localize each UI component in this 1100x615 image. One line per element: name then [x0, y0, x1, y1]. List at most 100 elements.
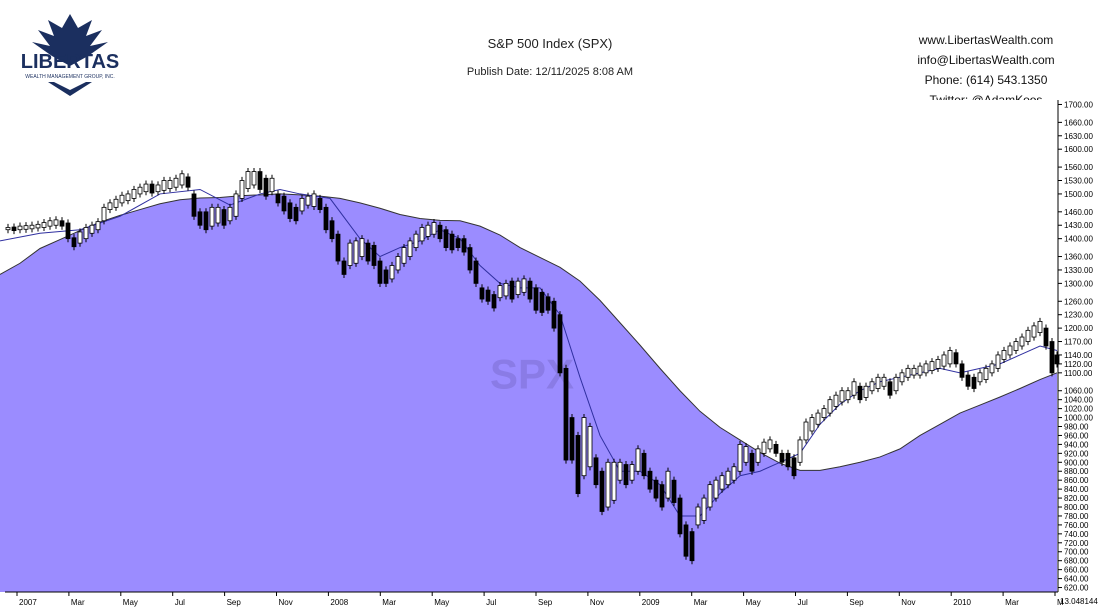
candle — [5, 227, 11, 231]
candle — [419, 227, 425, 242]
candle — [455, 238, 461, 248]
candle — [797, 439, 803, 463]
candle — [263, 177, 269, 197]
x-tick-label: May — [123, 598, 138, 607]
candle — [65, 222, 71, 240]
x-tick-label: 2008 — [330, 598, 348, 607]
x-tick-label: Nov — [590, 598, 604, 607]
candle — [41, 222, 47, 228]
candle — [629, 464, 635, 481]
candle — [881, 376, 887, 387]
y-tick-label: 1560.00 — [1064, 163, 1093, 172]
y-tick-label: 840.00 — [1064, 485, 1089, 494]
candle — [917, 365, 923, 376]
candle — [875, 376, 881, 389]
candle — [1025, 329, 1031, 342]
contact-block: www.LibertasWealth.com info@LibertasWeal… — [906, 30, 1066, 110]
candle — [563, 367, 569, 461]
candle — [695, 506, 701, 526]
candle — [191, 193, 197, 217]
candle — [365, 242, 371, 262]
candle — [971, 376, 977, 389]
candle — [119, 194, 125, 204]
candle — [485, 289, 491, 302]
y-tick-label: 720.00 — [1064, 539, 1089, 548]
x-tick-label: Sep — [849, 598, 864, 607]
candle — [713, 479, 719, 499]
candle — [659, 484, 665, 508]
x-tick-label: Mar — [71, 598, 85, 607]
candle — [395, 256, 401, 271]
candle — [785, 452, 791, 468]
candle — [737, 443, 743, 472]
candle — [683, 524, 689, 557]
candle — [557, 314, 563, 374]
candle — [401, 247, 407, 264]
y-tick-label: 1500.00 — [1064, 190, 1093, 199]
candle — [749, 452, 755, 472]
candle — [719, 475, 725, 490]
candle — [23, 225, 29, 230]
candle — [509, 280, 515, 300]
y-tick-label: 1020.00 — [1064, 405, 1093, 414]
candle — [503, 282, 509, 297]
candle — [275, 193, 281, 204]
candle — [689, 531, 695, 562]
y-tick-label: 1260.00 — [1064, 297, 1093, 306]
candle — [1043, 327, 1049, 347]
candle — [179, 173, 185, 186]
candle — [1031, 325, 1037, 338]
candle — [803, 421, 809, 441]
candle — [839, 390, 845, 403]
candle — [155, 184, 161, 193]
candle — [293, 206, 299, 222]
y-tick-label: 920.00 — [1064, 449, 1089, 458]
candle — [329, 220, 335, 240]
candle — [887, 381, 893, 396]
y-tick-label: 1360.00 — [1064, 253, 1093, 262]
candle — [239, 180, 245, 199]
y-tick-label: 660.00 — [1064, 566, 1089, 575]
candle — [35, 223, 41, 229]
svg-text:LIBERTAS: LIBERTAS — [21, 51, 120, 73]
y-tick-label: 900.00 — [1064, 458, 1089, 467]
candle — [299, 198, 305, 212]
candle — [521, 278, 527, 293]
y-tick-label: 980.00 — [1064, 423, 1089, 432]
candle — [131, 189, 137, 199]
y-tick-label: 1530.00 — [1064, 177, 1093, 186]
candle — [431, 222, 437, 235]
candle — [965, 374, 971, 387]
candle — [233, 193, 239, 217]
y-tick-label: 960.00 — [1064, 431, 1089, 440]
candle — [341, 260, 347, 275]
y-tick-label: 1230.00 — [1064, 311, 1093, 320]
candle — [821, 408, 827, 418]
candle — [899, 372, 905, 383]
candle — [959, 363, 965, 378]
candle — [281, 195, 287, 212]
x-tick-label: Sep — [538, 598, 553, 607]
candle — [665, 470, 671, 499]
candle — [497, 285, 503, 299]
candle — [575, 435, 581, 495]
candle — [479, 287, 485, 300]
long-ma-line — [0, 193, 1058, 471]
candle — [11, 226, 17, 232]
candle — [1007, 345, 1013, 356]
candle — [1001, 350, 1007, 360]
candle — [89, 224, 95, 234]
candle — [815, 412, 821, 425]
candle — [929, 361, 935, 371]
y-tick-label: 640.00 — [1064, 575, 1089, 584]
candle — [1019, 336, 1025, 347]
libertas-logo: LIBERTAS WEALTH MANAGEMENT GROUP, INC. — [21, 14, 120, 96]
candle — [809, 417, 815, 432]
candle — [107, 202, 113, 210]
candle — [905, 367, 911, 378]
chart-header: LIBERTAS WEALTH MANAGEMENT GROUP, INC. S… — [0, 0, 1100, 107]
candle — [767, 439, 773, 450]
candle — [461, 238, 467, 253]
candle — [701, 497, 707, 521]
candle — [953, 352, 959, 365]
